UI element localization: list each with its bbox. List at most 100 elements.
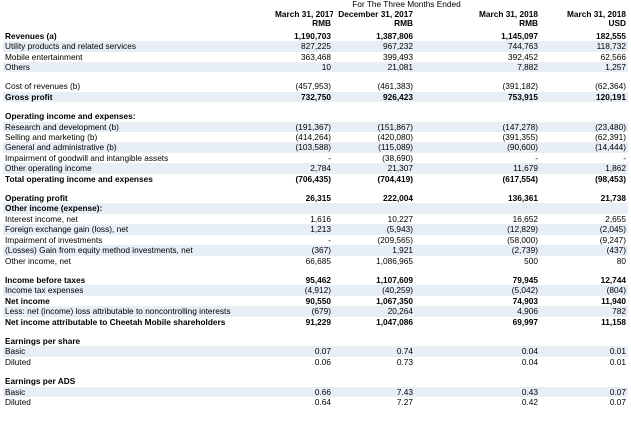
cell-value: 1,213 <box>273 224 333 235</box>
cell-value: (5,042) <box>415 285 540 296</box>
empty-cell <box>415 203 540 214</box>
column-currency: RMB <box>519 19 538 29</box>
cell-value: (706,435) <box>295 173 331 184</box>
cell-value: (9,247) <box>599 234 626 245</box>
row-label: Diluted <box>5 356 31 367</box>
section-gap <box>3 367 628 376</box>
table-row: Cost of revenues (b) (457,953) (461,383) (3… <box>3 81 628 91</box>
cell-value: (38,690) <box>382 152 413 163</box>
empty-cell <box>333 203 415 214</box>
cell-value: 967,232 <box>333 41 415 52</box>
cell-value: (704,419) <box>377 173 413 184</box>
section-gap <box>3 102 628 111</box>
cell-value: 392,452 <box>508 51 538 62</box>
row-label: Others <box>3 62 273 73</box>
column-currency: RMB <box>394 19 413 29</box>
table-row: Impairment of goodwill and intangible as… <box>3 153 628 163</box>
empty-cell <box>273 111 333 121</box>
cell-value: 0.07 <box>609 396 626 407</box>
cell-value: - <box>328 152 331 163</box>
row-label: Mobile entertainment <box>5 51 83 62</box>
table-row: Impairment of investments - (209,565) (58,0… <box>3 235 628 245</box>
table-row: Others 10 21,081 7,882 1,257 <box>3 62 628 73</box>
table-body: Revenues (a) 1,190,703 1,387,806 1,145,097 1… <box>3 31 628 408</box>
cell-value: 4,906 <box>415 306 540 317</box>
row-label: Operating profit <box>5 193 68 204</box>
cell-value: 1,862 <box>540 163 628 174</box>
cell-value: 926,423 <box>333 91 415 103</box>
cell-value: 79,945 <box>512 274 538 285</box>
table-row: Foreign exchange gain (loss), net 1,213 (5… <box>3 224 628 235</box>
empty-cell <box>333 376 415 386</box>
cell-value: 1,107,609 <box>376 274 413 285</box>
empty-cell <box>333 336 415 346</box>
empty-cell <box>273 336 333 346</box>
column-currency: RMB <box>312 19 331 29</box>
cell-value: (115,089) <box>333 142 415 153</box>
row-label: General and administrative (b) <box>3 142 273 153</box>
cell-value: 26,315 <box>305 193 331 204</box>
row-label: Revenues (a) <box>5 30 57 41</box>
cell-value: 0.74 <box>333 346 415 357</box>
table-row: (Losses) Gain from equity method investm… <box>3 245 628 256</box>
cell-value: 0.04 <box>521 356 538 367</box>
table-row: Operating income and expenses: <box>3 111 628 121</box>
caption: For The Three Months Ended <box>352 0 461 9</box>
cell-value: 222,004 <box>383 193 413 204</box>
cell-value: 0.66 <box>273 386 333 397</box>
table-row: Income tax expenses (4,912) (40,259) (5,042… <box>3 285 628 296</box>
cell-value: 11,679 <box>415 163 540 174</box>
table-row: Gross profit 732,750 926,423 753,915 120,191 <box>3 91 628 103</box>
cell-value: 136,361 <box>508 193 538 204</box>
section-gap <box>3 327 628 336</box>
cell-value: (62,364) <box>595 81 626 92</box>
cell-value: (151,867) <box>333 121 415 133</box>
cell-value: 0.43 <box>415 386 540 397</box>
cell-value: 1,086,965 <box>376 255 413 266</box>
header-spacer <box>3 19 273 31</box>
cell-value: 782 <box>540 306 628 317</box>
section-gap <box>3 266 628 275</box>
cell-value: (191,367) <box>273 121 333 133</box>
cell-value: (12,829) <box>415 224 540 235</box>
cell-value: (58,000) <box>507 234 538 245</box>
cell-value: 0.07 <box>273 346 333 357</box>
cell-value: (4,912) <box>273 285 333 296</box>
empty-cell <box>415 336 540 346</box>
row-label: Basic <box>3 346 273 357</box>
empty-cell <box>273 376 333 386</box>
cell-value: (617,554) <box>502 173 538 184</box>
row-label: Total operating income and expenses <box>5 173 153 184</box>
cell-value: (2,045) <box>540 224 628 235</box>
row-label: Basic <box>3 386 273 397</box>
empty-cell <box>415 111 540 121</box>
section-gap <box>3 72 628 81</box>
gap-cell <box>3 327 628 336</box>
cell-value: 0.64 <box>314 396 331 407</box>
cell-value: 500 <box>524 255 538 266</box>
column-date: March 31, 2018 <box>478 9 538 19</box>
column-currency: USD <box>608 19 626 29</box>
table-row: Less: net (income) loss attributable to … <box>3 306 628 317</box>
row-label: Income before taxes <box>5 274 86 285</box>
row-label: Operating income and expenses: <box>5 111 136 122</box>
row-label: Selling and marketing (b) <box>5 132 98 143</box>
cell-value: 399,493 <box>383 51 413 62</box>
cell-value: (14,444) <box>540 142 628 153</box>
cell-value: 74,903 <box>512 295 538 306</box>
empty-cell <box>273 203 333 214</box>
cell-value: 1,145,097 <box>501 30 538 41</box>
gap-cell <box>3 102 628 111</box>
table-row: Net income 90,550 1,067,350 74,903 11,940 <box>3 296 628 306</box>
cell-value: 80 <box>616 255 626 266</box>
empty-cell <box>540 111 628 121</box>
cell-value: 0.01 <box>540 346 628 357</box>
cell-value: 1,921 <box>333 245 415 256</box>
row-label: Gross profit <box>3 91 273 103</box>
header-spacer <box>540 0 628 10</box>
table-row: Other operating income 2,784 21,307 11,679 1… <box>3 163 628 174</box>
gap-cell <box>3 184 628 193</box>
cell-value: (391,355) <box>502 132 538 143</box>
cell-value: (420,080) <box>377 132 413 143</box>
cell-value: 120,191 <box>540 91 628 103</box>
